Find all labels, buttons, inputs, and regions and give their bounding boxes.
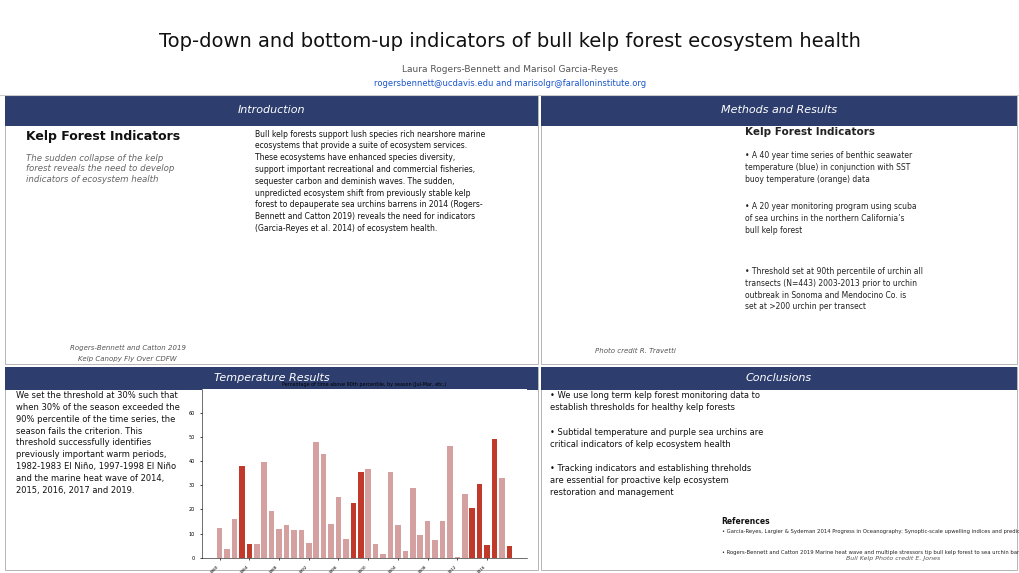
Bar — [432, 540, 437, 558]
Bar — [351, 503, 356, 558]
Bar — [342, 539, 348, 558]
Bar — [254, 544, 259, 558]
Text: Photo credit R. Travetti: Photo credit R. Travetti — [595, 348, 676, 354]
Bar — [299, 529, 304, 558]
Bar — [417, 535, 423, 558]
Text: Rogers-Bennett and Catton 2019: Rogers-Bennett and Catton 2019 — [69, 345, 185, 351]
Text: rogersbennett@ucdavis.edu and marisolgr@faralloninstitute.org: rogersbennett@ucdavis.edu and marisolgr@… — [374, 79, 645, 88]
Text: • Threshold set at 90th percentile of urchin all
transects (N=443) 2003-2013 pri: • Threshold set at 90th percentile of ur… — [745, 267, 922, 311]
Bar — [491, 439, 497, 558]
Bar — [306, 543, 311, 558]
Bar — [335, 497, 341, 558]
Text: • We use long term kelp forest monitoring data to
establish thresholds for healt: • We use long term kelp forest monitorin… — [549, 391, 759, 412]
Text: Introduction: Introduction — [237, 105, 305, 115]
Bar — [313, 442, 319, 558]
Bar — [540, 367, 1016, 390]
Text: Temperature Results: Temperature Results — [213, 374, 329, 383]
Text: Conclusions: Conclusions — [745, 374, 811, 383]
Bar — [365, 469, 371, 558]
Text: The sudden collapse of the kelp
forest reveals the need to develop
indicators of: The sudden collapse of the kelp forest r… — [26, 154, 174, 183]
Bar — [454, 557, 460, 558]
Text: Top-down and bottom-up indicators of bull kelp forest ecosystem health: Top-down and bottom-up indicators of bul… — [159, 32, 860, 51]
Text: • A 20 year monitoring program using scuba
of sea urchins in the northern Califo: • A 20 year monitoring program using scu… — [745, 202, 916, 235]
Bar — [321, 454, 326, 558]
Text: Kelp Forest Indicators: Kelp Forest Indicators — [745, 127, 874, 137]
Text: References: References — [720, 517, 769, 526]
Bar — [247, 544, 252, 558]
Bar — [498, 477, 504, 558]
Bar — [231, 519, 237, 558]
Text: Kelp Canopy Fly Over CDFW: Kelp Canopy Fly Over CDFW — [78, 356, 176, 362]
Bar — [469, 508, 475, 558]
Text: • Rogers-Bennett and Catton 2019 Marine heat wave and multiple stressors tip bul: • Rogers-Bennett and Catton 2019 Marine … — [720, 550, 1019, 555]
Bar — [5, 367, 537, 390]
Bar — [224, 550, 229, 558]
Text: • A 40 year time series of benthic seawater
temperature (blue) in conjunction wi: • A 40 year time series of benthic seawa… — [745, 151, 912, 184]
Bar — [410, 488, 415, 558]
Bar — [462, 494, 467, 558]
Bar — [261, 462, 267, 558]
Text: Bull kelp forests support lush species rich nearshore marine
ecosystems that pro: Bull kelp forests support lush species r… — [255, 129, 485, 233]
Bar — [358, 473, 363, 558]
Bar — [484, 545, 489, 558]
Bar — [373, 544, 378, 558]
Bar — [506, 546, 512, 558]
Bar — [328, 524, 333, 558]
Bar — [403, 551, 408, 558]
Title: Percentage of time above 90th percentile, by season (Jul-Mar, etc.): Percentage of time above 90th percentile… — [282, 382, 446, 387]
Bar — [387, 472, 393, 558]
Bar — [217, 528, 222, 558]
Bar — [380, 554, 385, 558]
Bar — [439, 521, 445, 558]
Text: Kelp Forest Indicators: Kelp Forest Indicators — [26, 129, 180, 143]
Bar — [540, 95, 1016, 125]
Text: Bull Kelp Photo credit E. Jones: Bull Kelp Photo credit E. Jones — [845, 556, 940, 561]
Text: Laura Rogers-Bennett and Marisol Garcia-Reyes: Laura Rogers-Bennett and Marisol Garcia-… — [401, 65, 618, 74]
Bar — [446, 446, 452, 558]
Bar — [276, 529, 281, 558]
Bar — [394, 525, 400, 558]
Bar — [290, 530, 297, 558]
Bar — [5, 95, 537, 125]
Bar — [425, 521, 430, 558]
Text: We set the threshold at 30% such that
when 30% of the season exceeded the
90% pe: We set the threshold at 30% such that wh… — [15, 391, 179, 494]
Text: • Garcia-Reyes, Largier & Sydeman 2014 Progress in Oceanography: Synoptic-scale : • Garcia-Reyes, Largier & Sydeman 2014 P… — [720, 529, 1019, 535]
Bar — [238, 466, 245, 558]
Text: • Tracking indicators and establishing threholds
are essential for proactive kel: • Tracking indicators and establishing t… — [549, 464, 751, 497]
Bar — [476, 484, 482, 558]
Text: • Subtidal temperature and purple sea urchins are
critical indicators of kelp ec: • Subtidal temperature and purple sea ur… — [549, 427, 763, 449]
Text: Methods and Results: Methods and Results — [720, 105, 836, 115]
Bar — [283, 525, 289, 558]
Bar — [269, 511, 274, 558]
